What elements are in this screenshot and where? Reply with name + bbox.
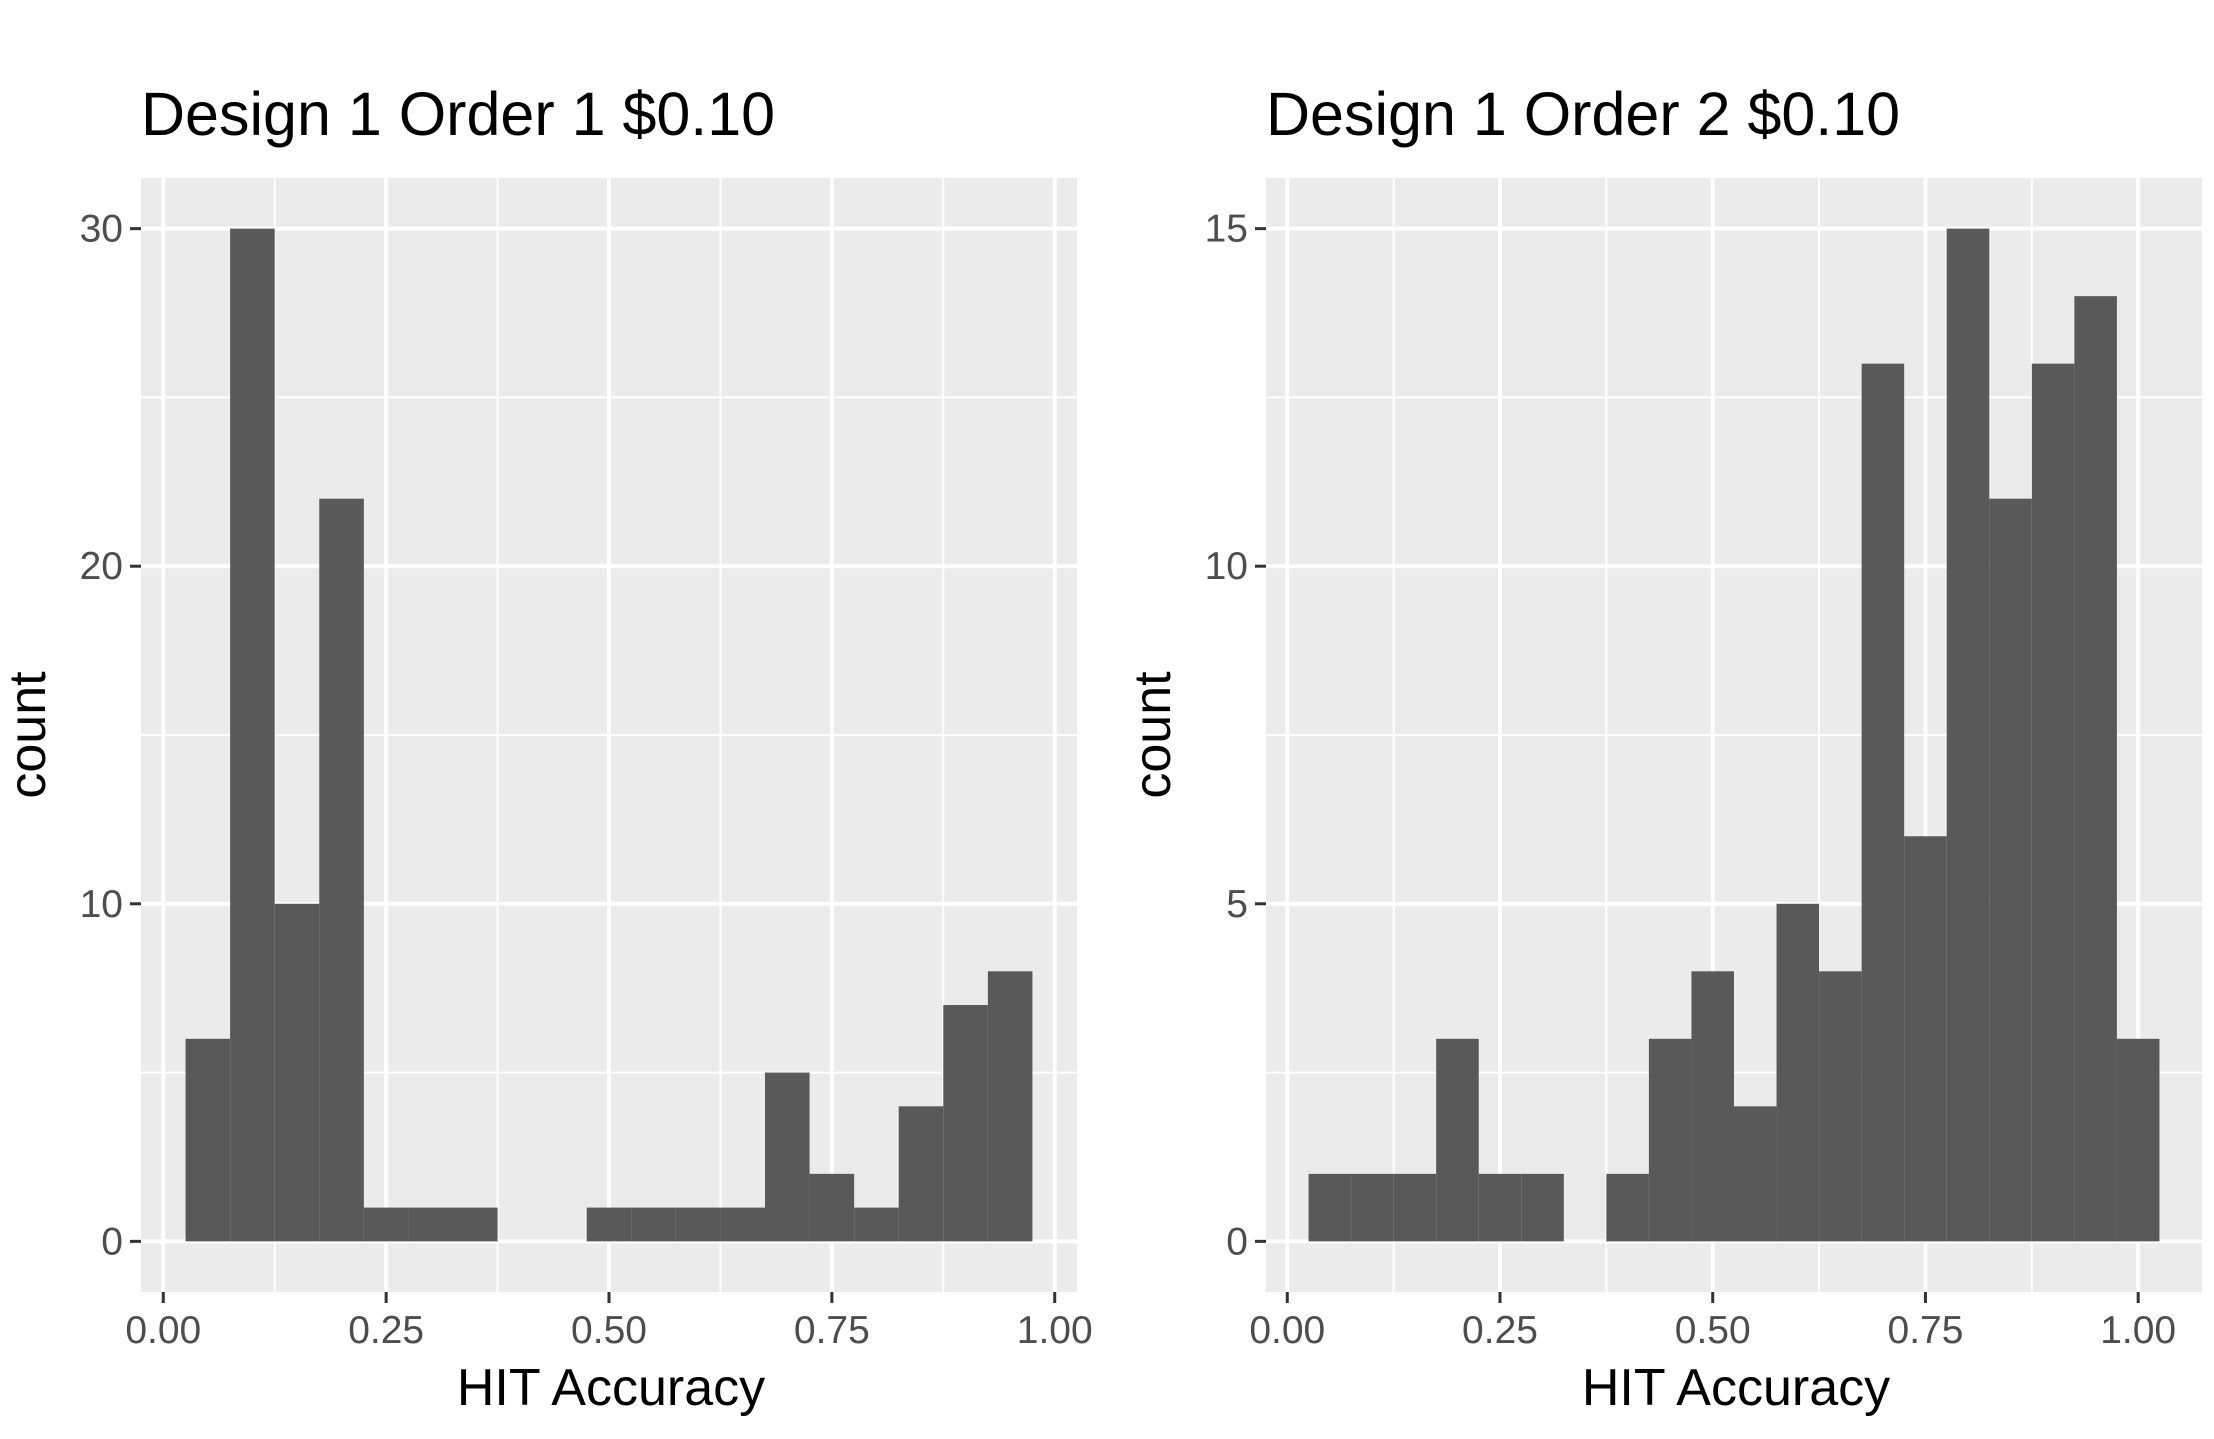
histogram-bar (1691, 971, 1734, 1242)
x-tick-label: 0.75 (1888, 1309, 1964, 1352)
y-tick-label: 10 (1205, 545, 1248, 588)
histogram-bar (631, 1207, 676, 1242)
histogram-bar (1861, 363, 1905, 1242)
histogram-bar (1776, 903, 1820, 1242)
x-axis-title: HIT Accuracy (1582, 1359, 1890, 1417)
histogram-bar (363, 1207, 409, 1242)
histogram-bar (809, 1173, 855, 1242)
y-tick-label: 30 (80, 208, 123, 251)
histogram-panel-order-1: 0 10 20 30 0.00 0.25 0.50 0.75 1.00 Design 1 Ord… (0, 80, 1093, 1417)
plot-area: 0 5 10 15 0.00 0.25 0.50 0.75 1.00 (1205, 178, 2202, 1352)
histogram-bar (720, 1207, 765, 1242)
x-tick-label: 0.50 (1675, 1309, 1751, 1352)
histogram-bar (1819, 971, 1862, 1242)
histogram-bar (586, 1207, 632, 1242)
y-tick-label: 15 (1205, 208, 1248, 251)
histogram-bar (2116, 1038, 2160, 1242)
histogram-bar (1904, 836, 1947, 1242)
histogram-bar (1436, 1038, 1479, 1242)
x-tick-label: 0.00 (1249, 1309, 1325, 1352)
histogram-bar (1946, 228, 1990, 1242)
histogram-bar (1989, 498, 2032, 1242)
y-tick-label: 0 (101, 1220, 123, 1263)
histogram-bar (1351, 1173, 1394, 1242)
y-tick-label: 20 (80, 545, 123, 588)
y-tick-label: 0 (1226, 1220, 1248, 1263)
histogram-bar (230, 228, 275, 1242)
y-axis-title: count (1124, 671, 1182, 799)
histogram-bar (898, 1106, 944, 1242)
histogram-bar (319, 498, 364, 1242)
histogram-panel-order-2: 0 5 10 15 0.00 0.25 0.50 0.75 1.00 Design 1 Orde… (1124, 80, 2202, 1417)
histogram-bar (2031, 363, 2075, 1242)
plot-area: 0 10 20 30 0.00 0.25 0.50 0.75 1.00 (80, 178, 1093, 1352)
x-axis-title: HIT Accuracy (457, 1359, 765, 1417)
histogram-bar (1393, 1173, 1437, 1242)
panel-title: Design 1 Order 2 $0.10 (1266, 80, 1900, 148)
histogram-bar (943, 1005, 988, 1242)
panel-title: Design 1 Order 1 $0.10 (141, 80, 775, 148)
x-tick-label: 1.00 (2100, 1309, 2176, 1352)
y-axis-title: count (0, 671, 57, 799)
histogram-bar (765, 1072, 810, 1242)
x-tick-label: 0.00 (125, 1309, 201, 1352)
histogram-bar (2074, 296, 2117, 1242)
histogram-bar (1478, 1173, 1522, 1242)
y-tick-label: 5 (1226, 883, 1248, 926)
histogram-bar (1648, 1038, 1692, 1242)
histogram-bar (1308, 1173, 1352, 1242)
histogram-bar (854, 1207, 899, 1242)
histogram-bar (987, 971, 1033, 1242)
histogram-bar (185, 1038, 231, 1242)
histogram-bar (1606, 1173, 1649, 1242)
histogram-bar (274, 903, 320, 1242)
histogram-bar (453, 1207, 498, 1242)
x-tick-label: 0.50 (571, 1309, 647, 1352)
x-tick-label: 1.00 (1017, 1309, 1093, 1352)
histogram-bar (408, 1207, 453, 1242)
x-tick-label: 0.25 (348, 1309, 424, 1352)
x-tick-label: 0.25 (1462, 1309, 1538, 1352)
histogram-bar (675, 1207, 721, 1242)
y-tick-label: 10 (80, 883, 123, 926)
histogram-bar (1521, 1173, 1564, 1242)
x-tick-label: 0.75 (794, 1309, 870, 1352)
histogram-bar (1734, 1106, 1777, 1242)
